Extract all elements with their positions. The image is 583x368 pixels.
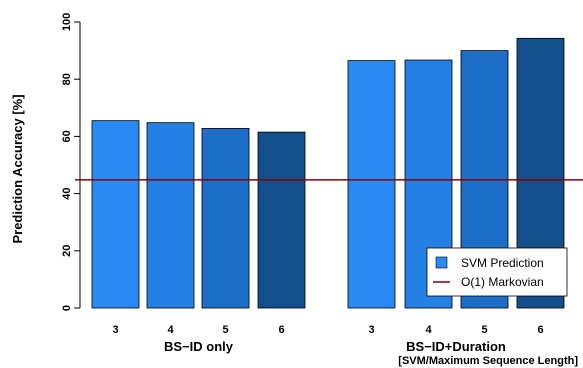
legend-swatch-box — [435, 256, 448, 269]
bar — [91, 120, 140, 309]
group-label: BS−ID only — [164, 339, 234, 354]
y-tick-label: 60 — [61, 130, 73, 142]
bar — [347, 60, 396, 309]
x-tick-label: 4 — [425, 324, 432, 336]
x-tick-label: 6 — [278, 324, 284, 336]
legend-label: O(1) Markovian — [461, 275, 544, 289]
y-tick-label: 40 — [61, 187, 73, 199]
y-tick-label: 100 — [61, 13, 73, 31]
x-axis-labels: 3 4 5 6 BS−ID only 3 4 5 6 BS−ID+Duration — [112, 324, 543, 354]
legend-box — [426, 247, 568, 297]
y-tick-label: 80 — [61, 73, 73, 85]
y-tick-label: 0 — [61, 305, 73, 311]
y-axis: 0 20 40 60 80 100 — [61, 13, 81, 311]
x-tick-label: 6 — [537, 324, 543, 336]
x-axis-note: [SVM/Maximum Sequence Length] — [398, 355, 578, 367]
legend: SVM Prediction O(1) Markovian — [426, 247, 568, 297]
x-tick-label: 3 — [112, 324, 118, 336]
bar — [201, 127, 250, 309]
bar — [257, 131, 306, 309]
legend-label: SVM Prediction — [461, 256, 544, 270]
x-tick-label: 4 — [167, 324, 174, 336]
x-tick-label: 5 — [481, 324, 487, 336]
y-axis-label: Prediction Accuracy [%] — [10, 94, 25, 243]
y-tick-label: 20 — [61, 245, 73, 257]
group-label: BS−ID+Duration — [406, 339, 506, 354]
bar — [146, 122, 195, 309]
x-tick-label: 5 — [222, 324, 228, 336]
x-tick-label: 3 — [368, 324, 374, 336]
